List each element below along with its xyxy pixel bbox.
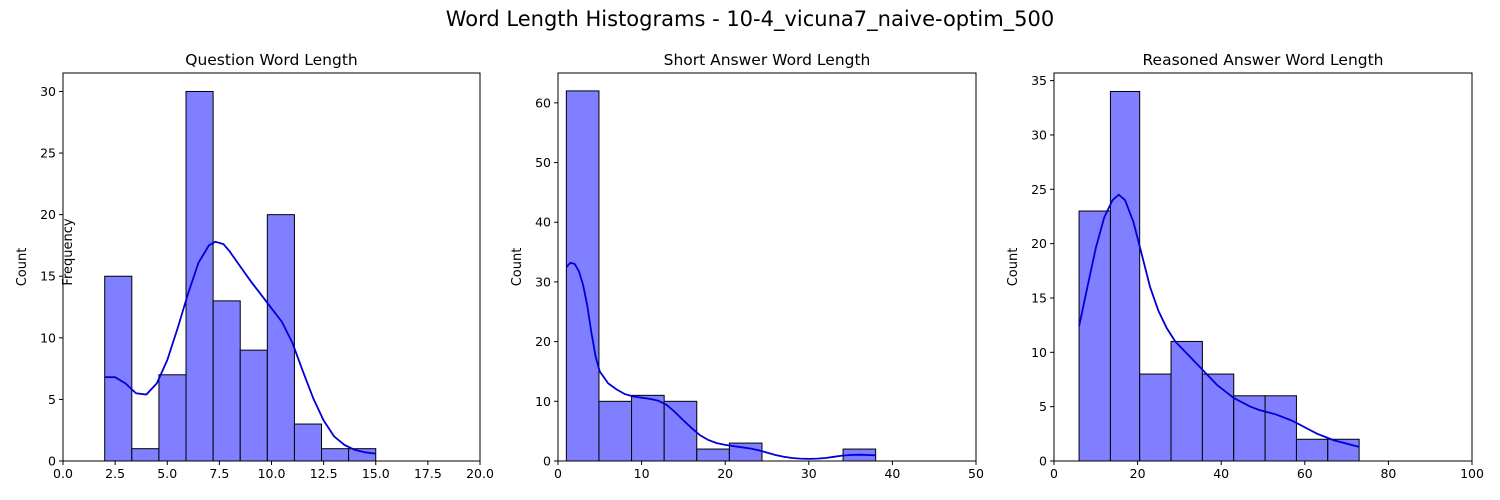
histogram-bar bbox=[1078, 210, 1111, 462]
y-tick-label: 5 bbox=[48, 392, 56, 407]
y-tick-label: 60 bbox=[535, 95, 551, 110]
x-tick-label: 40 bbox=[884, 466, 900, 481]
y-tick-label: 20 bbox=[40, 207, 56, 222]
y-tick-label: 25 bbox=[1031, 182, 1047, 197]
x-tick-label: 7.5 bbox=[209, 466, 229, 481]
x-tick-label: 15.0 bbox=[362, 466, 390, 481]
x-tick-label: 50 bbox=[968, 466, 984, 481]
y-tick-label: 10 bbox=[1031, 345, 1047, 360]
y-tick-label: 30 bbox=[535, 274, 551, 289]
x-tick-label: 80 bbox=[1380, 466, 1396, 481]
histogram-bar bbox=[321, 448, 350, 462]
x-tick-label: 100 bbox=[1460, 466, 1484, 481]
y-tick-label: 15 bbox=[1031, 290, 1047, 305]
histogram-bar bbox=[131, 448, 160, 462]
x-tick-label: 12.5 bbox=[310, 466, 338, 481]
y-tick-label: 30 bbox=[1031, 127, 1047, 142]
histogram-bar bbox=[1264, 395, 1297, 462]
x-tick-label: 2.5 bbox=[105, 466, 125, 481]
histogram-bar bbox=[348, 448, 377, 462]
y-tick-label: 30 bbox=[40, 84, 56, 99]
y-tick-label: 20 bbox=[1031, 236, 1047, 251]
x-tick-label: 5.0 bbox=[157, 466, 177, 481]
axes-frame bbox=[557, 72, 977, 462]
y-tick-label: 20 bbox=[535, 334, 551, 349]
histogram-bar bbox=[1295, 438, 1329, 462]
subplot-2: Short Answer Word Length Count 0 10 20 30 40 50… bbox=[510, 51, 984, 481]
x-tick-label: 0.0 bbox=[53, 466, 73, 481]
y-axis-label: Count bbox=[15, 248, 30, 287]
x-tick-label: 20.0 bbox=[466, 466, 494, 481]
subplots: Question Word Length Count 0.0 2.5 5.0 7.5 10.… bbox=[15, 51, 1484, 481]
x-tick-label: 0 bbox=[554, 466, 562, 481]
y-tick-label: 0 bbox=[1039, 454, 1047, 469]
y-tick-label: 50 bbox=[535, 155, 551, 170]
y-axis-label: Count bbox=[1006, 248, 1021, 287]
x-tick-label: 17.5 bbox=[414, 466, 442, 481]
subplot-1: Question Word Length Count 0.0 2.5 5.0 7.5 10.… bbox=[15, 51, 494, 481]
subplot-title: Question Word Length bbox=[185, 51, 357, 69]
y-tick-label: 10 bbox=[535, 394, 551, 409]
histogram-bar bbox=[663, 400, 698, 462]
y-tick-label: 5 bbox=[1039, 399, 1047, 414]
x-tick-label: 10 bbox=[634, 466, 650, 481]
kde-curve bbox=[565, 261, 876, 460]
y-tick-label: 0 bbox=[543, 454, 551, 469]
histogram-bar bbox=[212, 300, 241, 462]
stray-frequency-label: Frequency bbox=[61, 218, 76, 285]
y-tick-label: 25 bbox=[40, 146, 56, 161]
x-tick-label: 30 bbox=[801, 466, 817, 481]
y-tick-label: 0 bbox=[48, 454, 56, 469]
x-tick-label: 0 bbox=[1050, 466, 1058, 481]
histogram-bar bbox=[185, 90, 214, 462]
histogram-bar bbox=[293, 423, 323, 462]
y-tick-label: 10 bbox=[40, 330, 56, 345]
histogram-bar bbox=[631, 394, 665, 462]
x-tick-label: 20 bbox=[1130, 466, 1146, 481]
subplot-title: Reasoned Answer Word Length bbox=[1142, 51, 1383, 69]
y-tick-label: 35 bbox=[1031, 73, 1047, 88]
histogram-bar bbox=[696, 448, 730, 462]
histogram-bar bbox=[565, 90, 600, 462]
histogram-bar bbox=[104, 275, 133, 462]
y-tick-label: 15 bbox=[40, 269, 56, 284]
subplot-title: Short Answer Word Length bbox=[664, 51, 871, 69]
histogram-bar bbox=[1109, 90, 1141, 462]
histogram-bar bbox=[158, 374, 187, 462]
y-tick-label: 40 bbox=[535, 215, 551, 230]
figure-title: Word Length Histograms - 10-4_vicuna7_na… bbox=[446, 7, 1055, 32]
x-tick-label: 40 bbox=[1213, 466, 1229, 481]
histogram-bar bbox=[1139, 373, 1172, 462]
x-tick-label: 20 bbox=[717, 466, 733, 481]
x-tick-label: 60 bbox=[1297, 466, 1313, 481]
histogram-bar bbox=[239, 349, 268, 462]
histogram-bar bbox=[1201, 373, 1235, 462]
kde-curve bbox=[1078, 193, 1360, 448]
axes-frame bbox=[1053, 72, 1473, 462]
kde-curve bbox=[104, 240, 376, 455]
y-axis-label: Count bbox=[510, 248, 525, 287]
x-tick-label: 10.0 bbox=[258, 466, 286, 481]
subplot-3: Reasoned Answer Word Length Count 0 20 40 60 8… bbox=[1006, 51, 1484, 481]
histogram-bar bbox=[598, 400, 633, 462]
histogram-bar bbox=[1170, 340, 1203, 462]
